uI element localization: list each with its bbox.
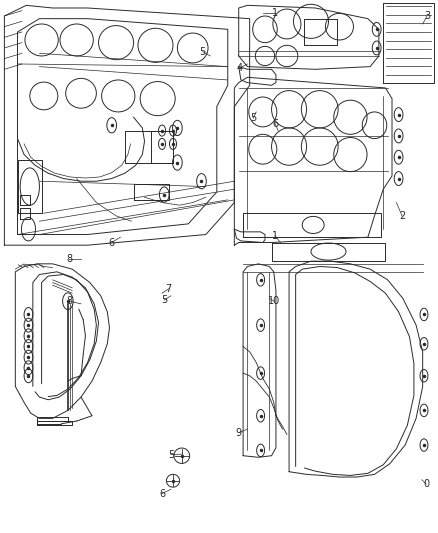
- Text: 6: 6: [109, 238, 115, 247]
- Text: 5: 5: [168, 450, 174, 459]
- Text: 0: 0: [423, 479, 429, 489]
- Text: 8: 8: [66, 296, 72, 306]
- Text: 2: 2: [399, 211, 405, 221]
- Text: 3: 3: [424, 11, 430, 21]
- Text: 9: 9: [236, 428, 242, 438]
- Text: 5: 5: [200, 47, 206, 56]
- Text: 5: 5: [161, 295, 167, 305]
- Text: 8: 8: [66, 254, 72, 263]
- Text: 1: 1: [272, 231, 278, 240]
- Text: 6: 6: [272, 119, 278, 128]
- Text: 4: 4: [237, 63, 243, 73]
- Text: 6: 6: [159, 489, 165, 498]
- Text: 1: 1: [272, 9, 278, 18]
- Text: 5: 5: [250, 114, 256, 123]
- Text: 7: 7: [166, 284, 172, 294]
- Text: 10: 10: [268, 296, 280, 306]
